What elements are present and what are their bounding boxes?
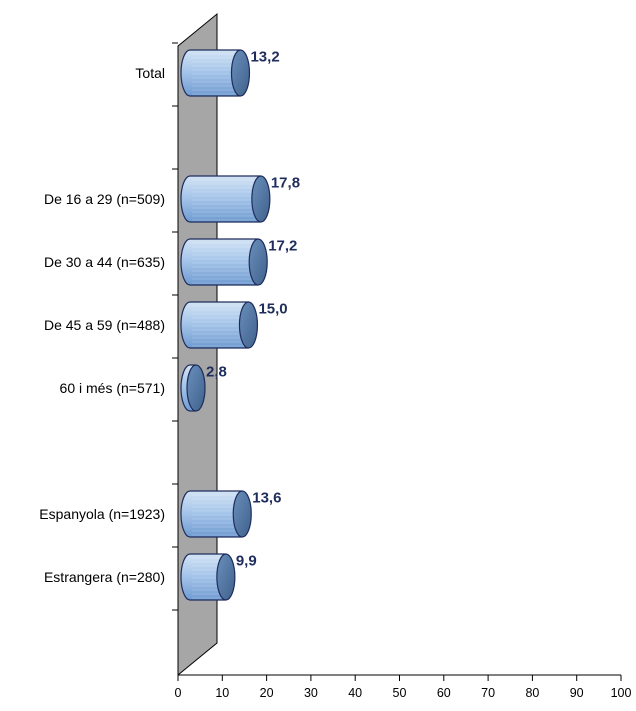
value-label: 9,9 [236,552,257,569]
value-label: 17,8 [271,174,300,191]
x-tick-label: 80 [525,686,539,700]
bar-cap [216,553,236,601]
bar-cap [238,301,259,349]
value-label: 13,2 [250,48,279,65]
x-tick-label: 30 [304,686,318,700]
bar [180,175,271,223]
value-label: 17,2 [268,237,297,254]
bar-cap [230,49,251,97]
x-tick-label: 90 [570,686,584,700]
bar [180,49,251,97]
value-label: 15,0 [258,300,287,317]
bar-body [190,302,249,348]
labels: 13,2 Total 17,8 De 16 a 29 (n=509) 17,2 De 30… [39,48,300,585]
bar-cap [251,175,271,223]
category-label: De 45 a 59 (n=488) [44,317,165,333]
bar-body [190,176,261,222]
x-tick-label: 50 [393,686,407,700]
bar [180,238,268,286]
bar-cap [186,364,206,412]
x-tick-label: 100 [611,686,632,700]
x-tick-label: 60 [437,686,451,700]
bar [180,301,259,349]
category-label: De 30 a 44 (n=635) [44,254,165,270]
category-label: De 16 a 29 (n=509) [44,191,165,207]
category-label: Espanyola (n=1923) [39,506,165,522]
x-tick-label: 70 [481,686,495,700]
x-tick-label: 20 [260,686,274,700]
bars [180,49,271,601]
x-tick-label: 10 [215,686,229,700]
bar-cap [248,238,268,286]
bar-body [190,239,259,285]
axes: 0 10 20 30 40 50 60 70 80 90 100 [172,42,632,700]
bar [180,490,252,538]
x-tick-label: 0 [175,686,182,700]
x-tick-label: 40 [348,686,362,700]
category-label: Estrangera (n=280) [44,569,165,585]
category-label: 60 i més (n=571) [60,380,165,396]
bar [180,553,236,601]
value-label: 2,8 [206,363,227,380]
category-label: Total [135,65,165,81]
bar-cap [232,490,252,538]
value-label: 13,6 [252,489,281,506]
bar [180,364,206,412]
